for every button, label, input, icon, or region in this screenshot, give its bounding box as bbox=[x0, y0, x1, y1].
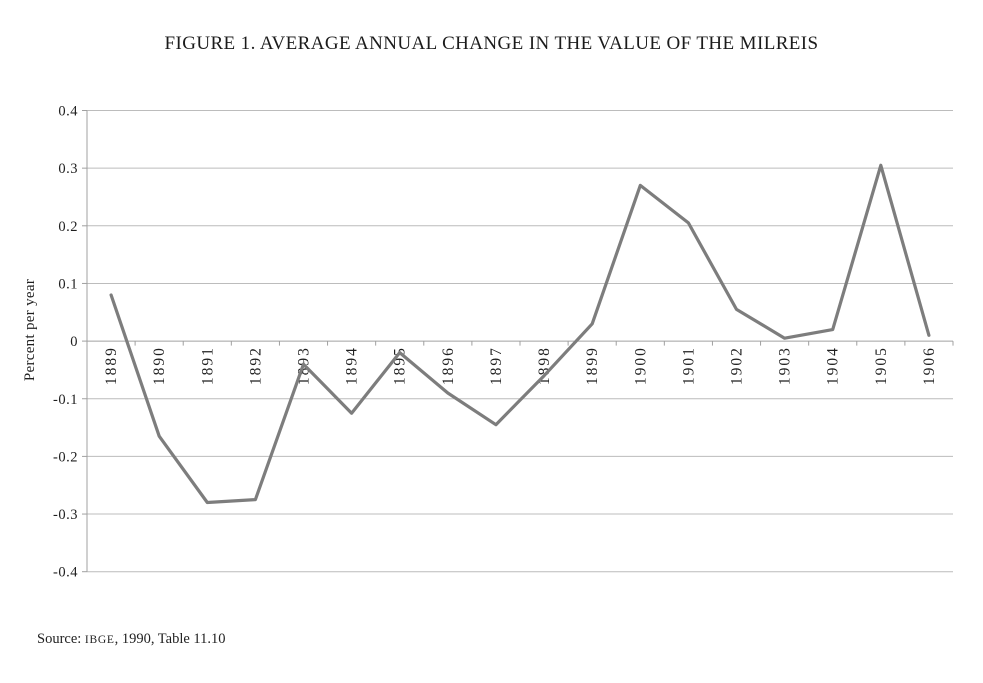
source-abbr: IBGE bbox=[84, 634, 115, 646]
x-category-label: 1897 bbox=[488, 346, 505, 385]
x-category-label: 1891 bbox=[199, 346, 216, 385]
x-category-label: 1890 bbox=[151, 346, 168, 385]
x-category-label: 1903 bbox=[777, 346, 794, 385]
x-category-label: 1902 bbox=[729, 346, 746, 385]
x-category-label: 1900 bbox=[632, 346, 649, 385]
y-tick-label: 0.3 bbox=[58, 161, 78, 177]
y-tick-label: 0.4 bbox=[58, 104, 78, 120]
y-tick-label: -0.4 bbox=[53, 565, 78, 581]
x-category-label: 1906 bbox=[921, 346, 938, 385]
source-note: Source: IBGE, 1990, Table 11.10 bbox=[37, 631, 226, 648]
source-suffix: , 1990, Table 11.10 bbox=[114, 631, 226, 647]
x-category-label: 1892 bbox=[247, 346, 264, 385]
y-tick-label: -0.2 bbox=[53, 449, 78, 465]
x-category-label: 1899 bbox=[584, 346, 601, 385]
source-prefix: Source: bbox=[37, 631, 85, 647]
x-category-label: 1896 bbox=[440, 346, 457, 385]
y-tick-label: 0.2 bbox=[58, 219, 78, 235]
x-category-label: 1898 bbox=[536, 346, 553, 385]
figure-title: FIGURE 1. AVERAGE ANNUAL CHANGE IN THE V… bbox=[164, 33, 819, 54]
y-axis-title: Percent per year bbox=[22, 279, 38, 381]
y-tick-label: 0 bbox=[70, 334, 78, 350]
y-tick-label: -0.1 bbox=[53, 392, 78, 408]
y-tick-label: -0.3 bbox=[53, 507, 78, 523]
y-tick-label: 0.1 bbox=[58, 276, 78, 292]
x-category-label: 1905 bbox=[873, 346, 890, 385]
x-category-label: 1901 bbox=[680, 346, 697, 385]
series-line bbox=[109, 163, 931, 505]
x-category-label: 1889 bbox=[103, 346, 120, 385]
x-category-label: 1894 bbox=[344, 346, 361, 385]
x-category-label: 1904 bbox=[825, 346, 842, 385]
